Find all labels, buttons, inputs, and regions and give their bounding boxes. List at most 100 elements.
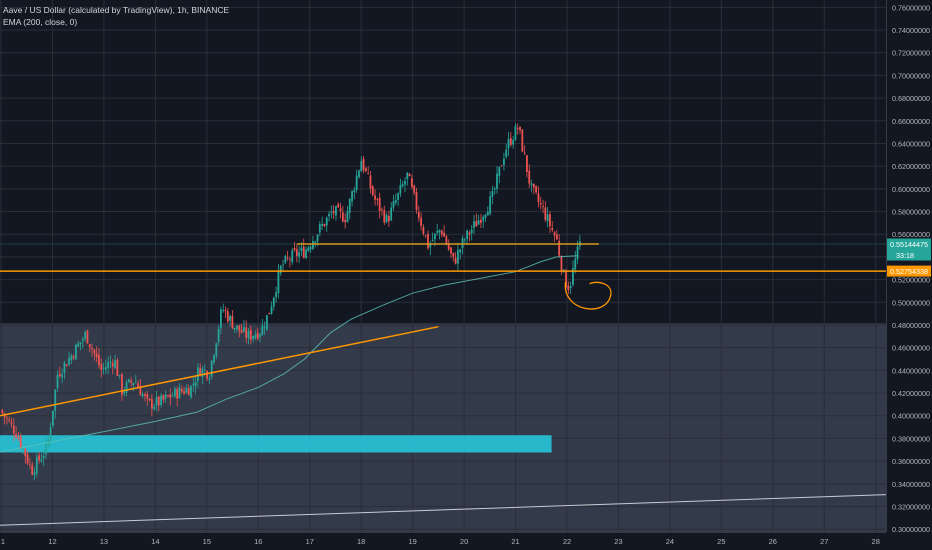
candle-body (314, 241, 317, 243)
candle-body (77, 343, 80, 347)
candle-body (111, 362, 114, 367)
candle-body (286, 257, 289, 259)
candle-body (206, 370, 208, 379)
candle-body (454, 257, 457, 264)
candle-body (337, 204, 340, 208)
candle-body (275, 292, 278, 298)
chart-legend: Aave / US Dollar (calculated by TradingV… (3, 4, 229, 28)
x-tick-label: 14 (151, 537, 159, 546)
y-tick-label: 0.60000000 (892, 185, 930, 194)
candle-body (371, 186, 374, 196)
candle-body (100, 364, 103, 371)
candle-body (300, 247, 303, 252)
candle-body (256, 332, 259, 339)
candle-body (15, 433, 18, 438)
candle-body (295, 249, 298, 256)
candle-body (463, 239, 466, 241)
candle-body (535, 186, 538, 193)
candle-body (484, 214, 487, 219)
x-tick-label: 12 (48, 537, 56, 546)
candle-body (567, 285, 570, 290)
candle-body (335, 206, 337, 216)
candle-body (457, 250, 459, 264)
candle-body (231, 316, 234, 329)
candle-body (346, 211, 349, 222)
candle-body (353, 190, 356, 193)
candle-body (52, 410, 54, 426)
candle-body (519, 126, 521, 131)
candle-body (196, 367, 199, 381)
candle-body (443, 232, 446, 237)
candle-body (516, 128, 519, 129)
candle-body (572, 268, 574, 285)
candle-body (498, 166, 501, 176)
candle-body (107, 362, 110, 368)
candle-body (532, 183, 535, 188)
candle-body (410, 178, 413, 187)
candle-body (574, 258, 577, 270)
candle-body (521, 129, 524, 152)
uptrend-line (0, 325, 439, 417)
candle-body (102, 367, 105, 369)
candle-body (91, 347, 93, 350)
candle-body (185, 388, 188, 393)
candle-body (459, 249, 462, 253)
cyan-zone (0, 435, 552, 453)
candle-body (330, 212, 333, 214)
candle-body (500, 165, 503, 167)
candle-body (88, 344, 91, 348)
candle-body (259, 334, 261, 337)
candle-body (238, 325, 241, 331)
candle-body (284, 256, 287, 263)
price-tag-label: 0.55144475 (890, 240, 928, 249)
candle-body (491, 191, 494, 197)
y-tick-label: 0.42000000 (892, 389, 930, 398)
candle-body (452, 252, 455, 257)
candle-body (328, 213, 330, 217)
candle-body (141, 394, 144, 397)
candle-body (98, 354, 100, 366)
candle-body (316, 234, 319, 242)
candle-body (431, 239, 434, 241)
y-tick-label: 0.52000000 (892, 276, 930, 285)
candle-body (17, 437, 20, 439)
candle-body (523, 152, 526, 154)
candle-body (560, 256, 563, 271)
candle-body (210, 360, 213, 377)
candle-body (201, 368, 204, 377)
y-tick-label: 0.34000000 (892, 480, 930, 489)
candle-body (351, 191, 353, 202)
candle-body (381, 208, 383, 210)
candle-body (302, 246, 305, 258)
candle-body (192, 383, 195, 386)
candle-body (249, 329, 252, 340)
candle-body (12, 425, 15, 434)
candle-body (360, 160, 363, 172)
candle-body (433, 233, 436, 240)
candle-body (240, 330, 243, 333)
candle-body (178, 387, 181, 399)
x-tick-label: 19 (408, 537, 416, 546)
candle-body (261, 325, 264, 336)
candle-body (332, 210, 335, 214)
long-trend-line (0, 494, 887, 526)
candle-body (348, 199, 351, 213)
candle-body (95, 353, 98, 358)
candle-body (31, 465, 34, 475)
candle-body (461, 238, 464, 248)
candle-body (226, 311, 229, 322)
candle-body (305, 249, 307, 259)
candle-body (72, 356, 75, 359)
candle-body (309, 247, 312, 250)
y-tick-label: 0.30000000 (892, 525, 930, 534)
candle-body (272, 297, 275, 307)
candle-body (270, 306, 273, 314)
y-tick-label: 0.72000000 (892, 49, 930, 58)
candle-body (22, 447, 24, 449)
candle-body (222, 309, 225, 311)
candle-body (75, 344, 77, 360)
candle-body (123, 391, 126, 394)
x-tick-label: 16 (254, 537, 262, 546)
